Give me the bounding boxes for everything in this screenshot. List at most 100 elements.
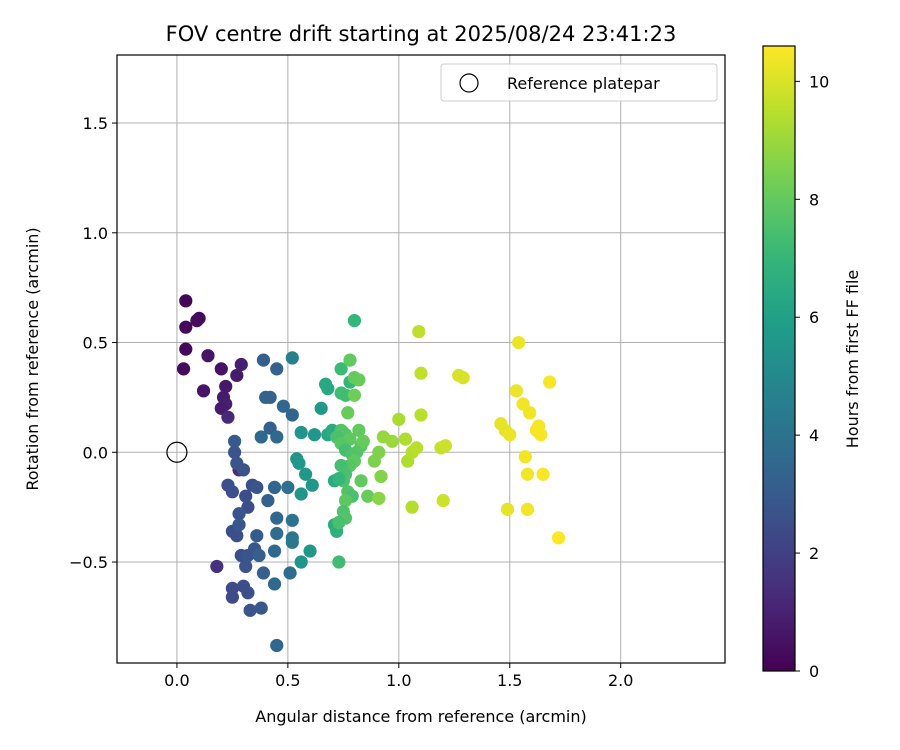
data-point: [332, 515, 346, 530]
legend: Reference platepar: [440, 63, 718, 102]
reference-marker: [166, 441, 188, 463]
data-point: [221, 410, 235, 424]
data-point: [523, 406, 537, 420]
colorbar-tick-label: 8: [809, 190, 819, 209]
data-point: [219, 379, 233, 394]
data-point: [352, 373, 366, 387]
data-point: [270, 362, 284, 376]
data-point: [372, 491, 386, 505]
y-axis-label: Rotation from reference (arcmin): [23, 227, 42, 490]
x-tick-label: 0.5: [275, 671, 300, 690]
data-point: [283, 566, 297, 580]
data-point: [176, 362, 191, 376]
data-point: [520, 502, 535, 516]
data-point: [254, 601, 268, 615]
data-point: [372, 445, 386, 459]
data-point: [179, 320, 193, 334]
data-point: [210, 559, 224, 574]
data-point: [267, 577, 282, 591]
x-tick-label: 1.5: [497, 671, 522, 690]
y-tick-label: −0.5: [69, 553, 108, 572]
data-point: [414, 408, 428, 422]
data-point: [196, 384, 211, 398]
data-point: [252, 548, 266, 563]
data-point: [503, 428, 517, 442]
data-point: [409, 441, 424, 455]
data-point: [551, 531, 566, 545]
data-point: [352, 423, 366, 437]
data-point: [500, 502, 515, 516]
data-point: [228, 434, 242, 448]
data-point: [250, 480, 264, 495]
colorbar-tick-label: 10: [809, 72, 829, 91]
data-point: [232, 518, 246, 532]
data-point: [536, 467, 550, 481]
data-point: [294, 555, 308, 569]
data-point: [228, 445, 242, 459]
data-point: [374, 469, 388, 484]
data-point: [321, 382, 335, 396]
data-point: [436, 493, 450, 508]
data-point: [343, 353, 357, 367]
data-point: [398, 432, 413, 446]
data-point: [534, 428, 548, 442]
data-point: [285, 408, 299, 422]
legend-marker: [459, 73, 479, 93]
data-point: [285, 535, 299, 549]
data-point: [214, 362, 228, 376]
colorbar-tick-label: 6: [809, 308, 819, 327]
x-tick-label: 2.0: [608, 671, 633, 690]
data-point: [254, 430, 268, 444]
data-point: [285, 513, 299, 527]
data-point: [414, 366, 428, 380]
y-tick-label: 0.0: [83, 443, 108, 462]
colorbar-tick-label: 4: [809, 426, 819, 445]
data-point: [179, 294, 193, 308]
data-point: [270, 526, 284, 541]
data-point: [256, 566, 271, 580]
data-point: [361, 489, 375, 503]
y-tick-label: 0.5: [83, 334, 108, 353]
data-point: [261, 493, 275, 508]
data-point: [543, 375, 557, 389]
data-point: [314, 401, 328, 415]
data-point: [294, 487, 308, 501]
data-point: [230, 529, 244, 543]
legend-box: [440, 63, 718, 102]
data-point: [263, 390, 277, 405]
data-point: [285, 351, 299, 365]
data-point: [438, 439, 453, 453]
x-tick-label: 1.0: [386, 671, 411, 690]
data-point: [509, 384, 524, 398]
data-point: [356, 434, 370, 448]
data-point: [234, 357, 248, 372]
data-point: [354, 474, 368, 488]
data-point: [456, 371, 470, 385]
data-point: [292, 456, 306, 470]
data-point: [270, 638, 284, 653]
data-point: [250, 529, 264, 543]
data-point: [232, 507, 246, 521]
legend-label: Reference platepar: [507, 74, 660, 93]
data-point: [270, 430, 284, 444]
data-point: [201, 349, 215, 363]
data-point: [518, 450, 532, 464]
data-point: [294, 425, 308, 440]
data-point: [267, 544, 282, 558]
data-point: [239, 559, 253, 574]
plot-area: 0.0 0.5 1.0 1.5 2.0 −0.5 0.0 0.5 1.0 1.5 Reference…: [69, 54, 726, 690]
x-tick-label: 0.0: [164, 671, 189, 690]
data-point: [520, 467, 535, 481]
data-point: [299, 467, 313, 481]
data-point: [392, 412, 406, 426]
data-point: [276, 399, 291, 413]
data-point: [512, 335, 526, 350]
data-point: [281, 480, 295, 495]
data-point: [334, 362, 348, 376]
x-axis-label: Angular distance from reference (arcmin): [255, 707, 586, 726]
data-point: [179, 342, 193, 356]
data-point: [332, 472, 346, 486]
data-point: [303, 544, 317, 558]
chart-title: FOV centre drift starting at 2025/08/24 …: [166, 22, 677, 46]
colorbar: [762, 45, 796, 672]
